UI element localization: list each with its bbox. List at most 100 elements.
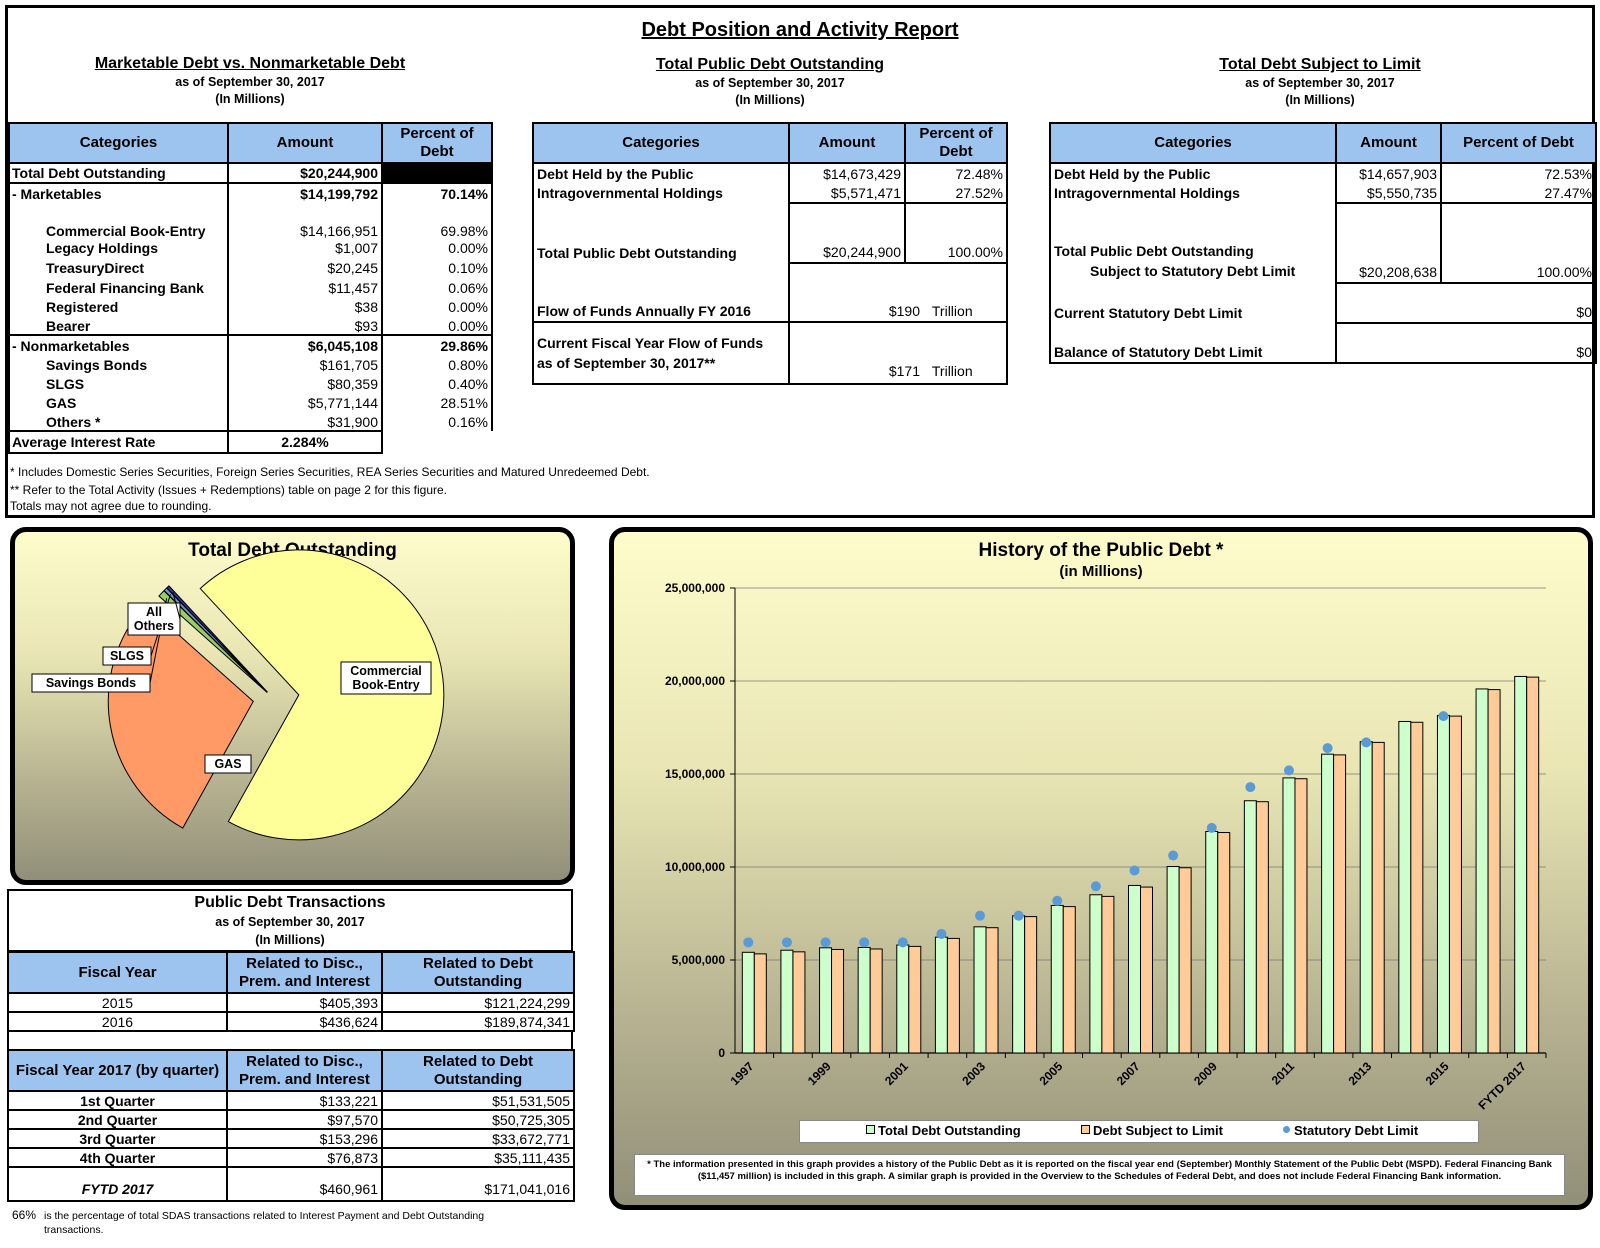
x-tick-label: 2011: [1269, 1059, 1298, 1088]
table-row: 2nd Quarter $97,570 $50,725,305: [7, 1109, 575, 1130]
marker-statutory-limit: [1206, 822, 1217, 833]
transactions-units: (In Millions): [255, 933, 325, 947]
marker-statutory-limit: [1283, 765, 1294, 776]
row-pct: 0.10%: [381, 257, 493, 279]
bar-debt-subject: [1178, 867, 1192, 1054]
row-label-line2: Subject to Statutory Debt Limit: [1090, 263, 1296, 279]
row-label: Total Public Debt Outstanding Subject to…: [1049, 203, 1336, 283]
col-header: Related to Debt Outstanding: [381, 951, 575, 994]
transactions-spacer: [7, 1030, 573, 1049]
row-amount: $20,244,900: [227, 162, 382, 183]
row-unit: Trillion: [931, 303, 973, 319]
row-year: 2016: [7, 1011, 228, 1032]
row-amount: $5,771,144: [227, 393, 382, 413]
total-disc: $460,961: [226, 1166, 383, 1202]
row-label: Federal Financing Bank: [8, 279, 228, 297]
marker-statutory-limit: [1168, 850, 1179, 861]
table-row: Debt Held by the Public $14,657,903 72.5…: [1049, 162, 1597, 183]
marker-statutory-limit: [1090, 881, 1101, 892]
row-label: Intragovernmental Holdings: [1049, 183, 1336, 203]
x-tick-label: 2015: [1423, 1059, 1452, 1088]
table-row: Balance of Statutory Debt Limit $0: [1049, 322, 1597, 364]
table-row: 2016 $436,624 $189,874,341: [7, 1011, 575, 1032]
row-label: Others *: [8, 413, 228, 431]
col-header: Fiscal Year 2017 (by quarter): [7, 1049, 228, 1092]
row-disc: $405,393: [226, 992, 383, 1013]
bar-total-debt: [934, 936, 948, 1054]
marker-statutory-limit: [1438, 711, 1449, 722]
total-label: FYTD 2017: [7, 1166, 228, 1202]
history-subtitle: (in Millions): [1059, 563, 1143, 580]
legend-label-subject: Debt Subject to Limit: [1093, 1123, 1223, 1138]
col-header: Categories: [532, 122, 790, 164]
history-title: History of the Public Debt *: [978, 540, 1224, 561]
footnote-1: * Includes Domestic Series Securities, F…: [10, 465, 650, 479]
row-amount: $93: [227, 317, 382, 335]
pie-slice: [166, 585, 268, 693]
table-row: Registered $38 0.00%: [8, 297, 493, 317]
table-row: Total Public Debt Outstanding Subject to…: [1049, 202, 1597, 284]
table-row: Savings Bonds $161,705 0.80%: [8, 355, 493, 375]
bar-total-debt: [1282, 777, 1296, 1054]
row-quarter: 4th Quarter: [7, 1147, 228, 1168]
bar-total-debt: [1475, 688, 1489, 1054]
bar-debt-subject: [1294, 778, 1308, 1054]
bar-debt-subject: [1140, 886, 1153, 1054]
row-pct: 27.47%: [1440, 183, 1597, 203]
bar-debt-subject: [1371, 741, 1385, 1054]
row-label: - Marketables: [8, 182, 228, 203]
row-amount: $6,045,108: [227, 334, 382, 355]
row-label: Current Statutory Debt Limit: [1049, 283, 1336, 323]
col-header: Categories: [1049, 122, 1337, 164]
pie-panel: Total Debt Outstanding Commercial Book-En…: [10, 527, 575, 885]
row-value: $171 Trillion: [788, 321, 1008, 385]
row-amount: $31,900: [227, 413, 382, 431]
table-header: Categories Amount Percent of Debt: [1049, 122, 1597, 164]
pie-label-text: SLGS: [110, 649, 144, 663]
row-label-line2: as of September 30, 2017**: [537, 355, 716, 371]
row-debt: $33,672,771: [381, 1128, 575, 1149]
x-tick-label: 2009: [1191, 1059, 1220, 1088]
marker-statutory-limit: [1052, 895, 1063, 906]
bar-debt-subject: [1448, 715, 1462, 1054]
table-header: Categories Amount Percent of Debt: [532, 122, 1008, 164]
empty-cell: [382, 431, 492, 453]
marker-statutory-limit: [975, 910, 986, 921]
x-tick-label: 1997: [728, 1059, 757, 1088]
y-tick-label: 25,000,000: [665, 581, 725, 595]
bar-total-debt: [1436, 714, 1450, 1054]
pie-slice: [199, 549, 445, 841]
row-debt: $121,224,299: [381, 992, 575, 1013]
row-label-line1: Total Public Debt Outstanding: [1054, 243, 1254, 259]
bar-total-debt: [1398, 720, 1412, 1054]
table-row: - Marketables $14,199,792 70.14%: [8, 182, 493, 203]
row-amount: $1,007: [227, 239, 382, 257]
col-header: Percent of Debt: [1440, 122, 1597, 164]
table-row: Others * $31,900 0.16%: [8, 413, 493, 431]
row-pct: 100.00%: [904, 202, 1008, 264]
row-pct: 0.00%: [381, 317, 493, 335]
row-quarter: 2nd Quarter: [7, 1109, 228, 1130]
public-debt-table: Categories Amount Percent of Debt Debt H…: [532, 122, 1008, 385]
transactions-quarter-table: Fiscal Year 2017 (by quarter) Related to…: [7, 1049, 575, 1202]
bar-total-debt: [1205, 830, 1219, 1054]
marker-statutory-limit: [1322, 743, 1333, 754]
y-tick-label: 15,000,000: [665, 767, 725, 781]
row-pct: 0.00%: [381, 239, 493, 257]
row-amount: $171: [888, 363, 920, 379]
row-amount: $5,571,471: [788, 183, 905, 203]
row-amount: $161,705: [227, 355, 382, 375]
limit-title: Total Debt Subject to Limit: [1219, 56, 1421, 73]
bar-total-debt: [1321, 753, 1335, 1054]
table-row: 1st Quarter $133,221 $51,531,505: [7, 1090, 575, 1111]
x-tick-label: 1999: [805, 1059, 834, 1088]
marketable-title: Marketable Debt vs. Nonmarketable Debt: [94, 55, 406, 72]
row-pct: 27.52%: [904, 183, 1008, 203]
row-label: Total Public Debt Outstanding: [532, 203, 789, 263]
bar-total-debt: [896, 944, 910, 1054]
report-title: Debt Position and Activity Report: [641, 19, 959, 41]
bar-debt-subject: [1487, 689, 1501, 1054]
bar-debt-subject: [908, 945, 922, 1054]
